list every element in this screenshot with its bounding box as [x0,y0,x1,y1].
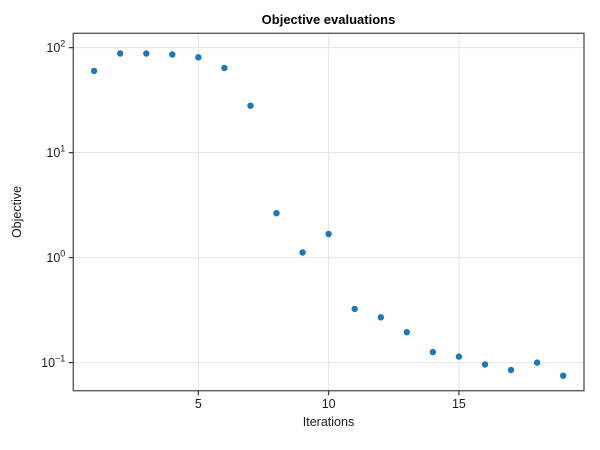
chart-title: Objective evaluations [261,12,396,27]
y-tick-label: 10−1 [41,354,65,371]
data-point [481,361,489,368]
data-point [273,210,280,217]
data-point [429,348,437,356]
data-point [90,67,98,75]
x-axis-label: Iterations [302,415,355,429]
data-point [247,102,254,109]
data-point [299,249,306,256]
x-tick-label: 5 [195,397,202,411]
x-tick-label: 10 [322,397,336,411]
data-point [507,366,515,374]
data-point [455,353,463,360]
data-point [377,314,384,321]
data-point [351,305,358,313]
data-point [143,50,150,57]
plot-border [72,32,585,392]
y-tick-label: 100 [46,249,65,266]
data-point [169,51,176,58]
data-point [560,372,567,379]
data-point [325,230,332,238]
data-point [221,64,228,72]
data-point [533,359,541,366]
y-tick-label: 101 [46,144,65,161]
x-tick-label: 15 [452,397,466,411]
data-point [117,50,124,57]
y-axis-label: Objective [10,185,24,239]
data-point [195,54,202,61]
data-point [403,329,410,336]
y-tick-label: 102 [46,39,65,56]
